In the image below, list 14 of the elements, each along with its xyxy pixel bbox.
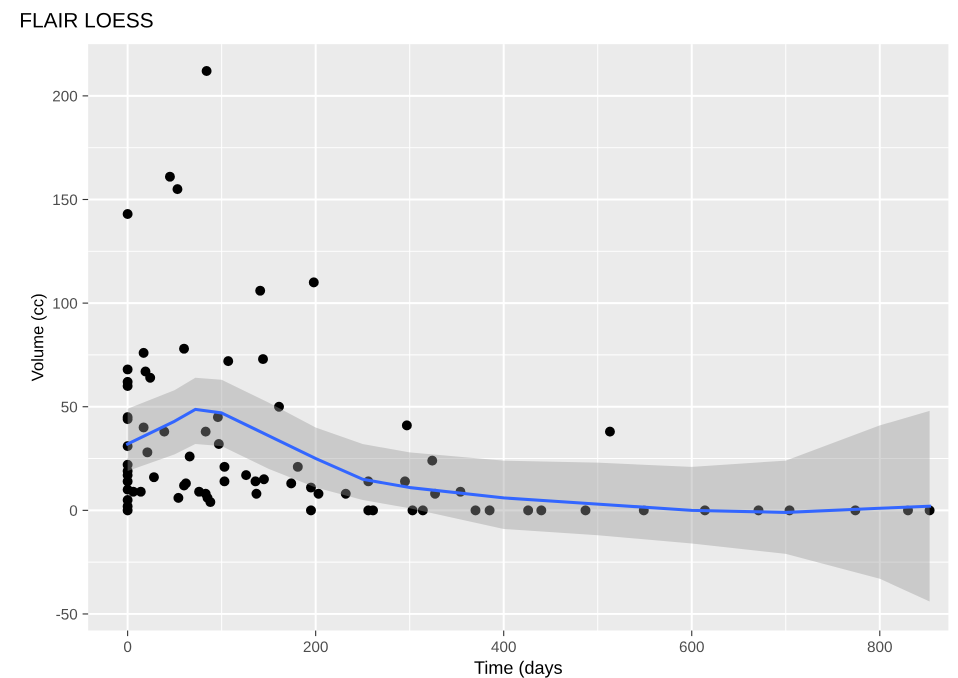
y-tick-label: 200 <box>53 90 78 102</box>
y-tick-label: 150 <box>53 194 78 206</box>
x-axis-title: Time (days <box>474 660 562 678</box>
chart-title: FLAIR LOESS <box>21 12 153 28</box>
x-tick-label: 0 <box>124 641 132 652</box>
y-tick-label: -50 <box>56 608 78 620</box>
x-tick-label: 800 <box>868 641 892 652</box>
y-tick-label: 100 <box>53 298 78 309</box>
y-tick-label: 0 <box>70 505 78 516</box>
x-tick-label: 200 <box>304 641 328 652</box>
x-tick-label: 600 <box>680 641 704 652</box>
y-axis-title: Volume (cc) <box>31 294 47 382</box>
y-tick-label: 50 <box>61 402 78 412</box>
x-tick-label: 400 <box>491 641 516 652</box>
